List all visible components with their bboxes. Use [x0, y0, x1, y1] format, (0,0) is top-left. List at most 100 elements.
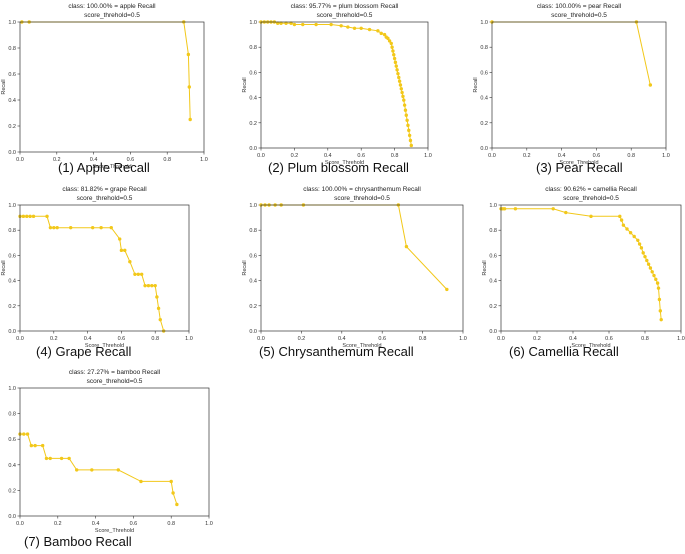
y-axis-label: Recall [242, 260, 248, 275]
chart-subtitle: score_threhold=0.5 [84, 12, 140, 19]
x-axis-label: Score_Threhold [325, 160, 364, 166]
y-tick-label: 0.6 [489, 253, 497, 259]
recall-data-point [301, 22, 305, 27]
recall-data-point [119, 248, 124, 253]
panel-plum-blossom-recall: class: 95.77% = plum blossom Recall score… [228, 0, 456, 185]
recall-data-point [22, 432, 26, 436]
recall-data-point [397, 75, 401, 80]
x-tick-label: 0.0 [16, 336, 24, 342]
x-tick-label: 1.0 [677, 336, 685, 342]
recall-data-point [564, 210, 568, 215]
recall-data-point [654, 277, 658, 282]
panel-camellia-recall: class: 90.62% = camellia Recall score_thr… [456, 185, 685, 370]
x-tick-label: 0.6 [118, 336, 126, 342]
caption-pear-recall: (3) Pear Recall [536, 160, 623, 175]
caption-chrysanthemum-recall: (5) Chrysanthemum Recall [259, 344, 414, 359]
recall-data-point [90, 468, 94, 472]
x-tick-label: 1.0 [205, 521, 213, 527]
caption-bamboo-recall: (7) Bamboo Recall [24, 534, 132, 549]
x-tick-label: 0.6 [605, 336, 613, 342]
recall-data-point [658, 309, 662, 313]
chart-subtitle: score_threhold=0.5 [334, 195, 390, 202]
x-tick-label: 0.6 [127, 157, 135, 163]
x-tick-label: 0.0 [257, 153, 265, 159]
y-tick-label: 0.2 [249, 121, 257, 127]
y-tick-label: 0.4 [8, 98, 16, 104]
panel-chrysanthemum-recall: class: 100.00% = chrysanthemum Recall sco… [228, 185, 467, 370]
recall-data-point [75, 468, 79, 472]
recall-data-point [156, 306, 161, 311]
y-tick-label: 0.4 [489, 279, 497, 285]
y-tick-label: 0.6 [480, 70, 488, 76]
y-tick-label: 1.0 [249, 20, 257, 26]
recall-data-point [186, 52, 191, 57]
recall-data-point [109, 225, 113, 230]
chart-title: class: 100.00% = apple Recall [68, 3, 156, 10]
recall-data-point [139, 479, 143, 484]
recall-data-point [48, 456, 52, 461]
x-tick-label: 0.2 [523, 153, 531, 159]
x-tick-label: 0.6 [593, 153, 601, 159]
recall-data-point [116, 468, 120, 472]
x-tick-label: 0.4 [338, 336, 346, 342]
recall-data-point [99, 225, 103, 230]
x-tick-label: 0.6 [130, 521, 138, 527]
recall-data-point [408, 138, 413, 143]
recall-data-point [636, 238, 640, 242]
x-tick-label: 1.0 [662, 153, 670, 159]
recall-data-point [153, 283, 157, 288]
recall-data-point [397, 79, 402, 83]
recall-data-point [48, 225, 53, 230]
recall-data-point [171, 491, 175, 495]
recall-data-point [648, 83, 653, 87]
y-tick-label: 0.2 [8, 304, 16, 310]
y-tick-label: 0.6 [249, 253, 257, 259]
x-tick-label: 0.8 [419, 336, 427, 342]
chart-subtitle: score_threhold=0.5 [77, 195, 133, 202]
recall-data-point [551, 207, 555, 211]
y-tick-label: 0.0 [489, 329, 497, 335]
recall-series-line [21, 21, 191, 120]
recall-data-point [169, 479, 173, 484]
recall-data-point [650, 270, 654, 274]
y-tick-label: 0.6 [8, 253, 16, 259]
recall-data-point [158, 317, 162, 322]
panel-apple-recall: class: 100.00% = apple Recall score_threh… [0, 0, 228, 185]
chart-subtitle: score_threhold=0.5 [551, 12, 607, 19]
x-tick-label: 0.0 [16, 521, 24, 527]
recall-data-point [352, 26, 357, 30]
chart-grape-recall: class: 81.82% = grape Recall score_threho… [1, 186, 193, 349]
x-tick-label: 1.0 [424, 153, 432, 159]
recall-data-point [289, 21, 293, 25]
y-axis-label: Recall [482, 260, 488, 275]
x-axis-label: Score_Threhold [85, 343, 124, 349]
chart-title: class: 100.00% = pear Recall [537, 3, 622, 10]
recall-data-point [59, 456, 64, 461]
y-tick-label: 0.2 [489, 304, 497, 310]
recall-data-point [401, 94, 405, 99]
chart-title: class: 95.77% = plum blossom Recall [291, 3, 399, 10]
panel-grape-recall: class: 81.82% = grape Recall score_threho… [0, 185, 228, 370]
recall-data-point [155, 295, 159, 299]
x-axis-label: Score_Threhold [95, 528, 134, 534]
recall-data-point [133, 272, 137, 276]
recall-data-point [150, 283, 154, 288]
recall-data-point [625, 227, 629, 231]
x-tick-label: 0.4 [569, 336, 577, 342]
recall-data-point [123, 248, 127, 253]
chart-title: class: 81.82% = grape Recall [62, 186, 147, 193]
recall-data-point [187, 85, 191, 89]
x-tick-label: 0.4 [84, 336, 92, 342]
y-tick-label: 0.0 [8, 514, 16, 520]
recall-data-point [90, 225, 95, 230]
y-tick-label: 0.8 [249, 228, 257, 234]
recall-data-point [645, 258, 649, 263]
x-tick-label: 0.4 [324, 153, 332, 159]
plot-frame [500, 204, 682, 332]
recall-data-point [399, 87, 403, 91]
recall-data-point [279, 21, 283, 25]
x-tick-label: 1.0 [459, 336, 467, 342]
recall-data-point [404, 113, 408, 117]
recall-data-point [359, 26, 363, 30]
y-tick-label: 0.2 [8, 488, 16, 494]
